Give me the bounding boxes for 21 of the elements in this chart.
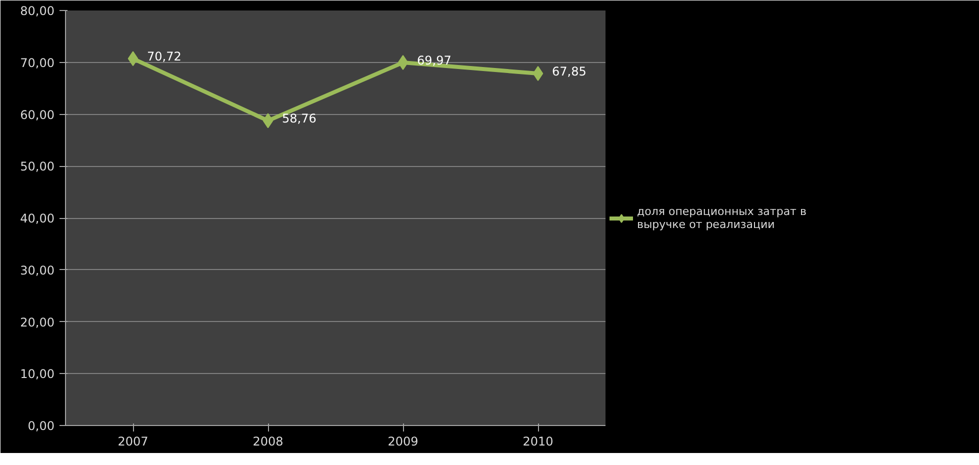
x-tick-label: 2008	[252, 434, 284, 448]
x-tick-label: 2007	[118, 434, 148, 448]
y-tick-label: 50,00	[20, 160, 55, 174]
y-tick-label: 0,00	[28, 419, 54, 433]
point	[262, 113, 274, 128]
legend-label: доля операционных затрат в выручке от реализации	[637, 204, 806, 230]
y-tick-label: 30,00	[20, 263, 55, 278]
y-tick-label: 20,00	[20, 315, 55, 330]
point	[398, 55, 408, 70]
y-tick-label: 10,00	[20, 367, 55, 382]
data-label: 67,85	[552, 64, 586, 79]
point	[128, 51, 138, 66]
x-tick-label: 2010	[522, 434, 554, 448]
y-tick-label: 40,00	[20, 212, 55, 226]
y-tick-label: 60,00	[20, 108, 55, 122]
point	[532, 66, 544, 82]
x-tick-label: 2009	[388, 434, 418, 448]
y-tick-label: 70,00	[20, 56, 55, 70]
data-label: 70,72	[147, 50, 182, 64]
data-label: 58,76	[282, 112, 316, 126]
y-tick-label: 80,00	[20, 4, 55, 18]
